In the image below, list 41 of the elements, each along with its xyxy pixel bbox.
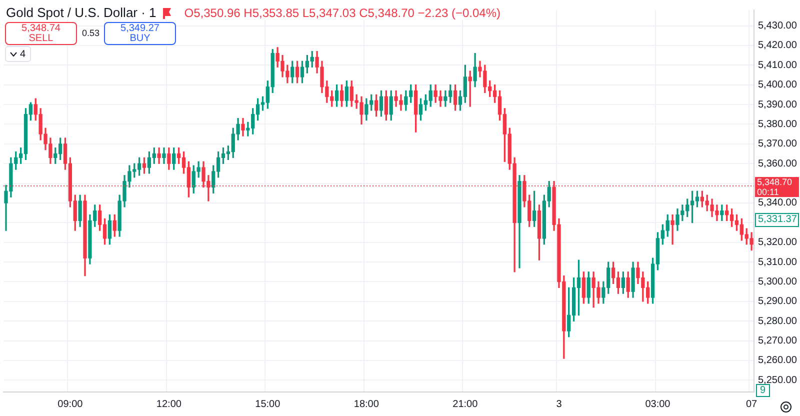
x-tick-label: 21:00 (452, 398, 478, 410)
buy-button[interactable]: 5,349.27 BUY (104, 22, 176, 45)
y-tick-label: 5,310.00 (758, 256, 798, 268)
annotation: 5,349.27 (120, 23, 160, 34)
x-tick-label: 07 (746, 398, 758, 410)
y-tick-label: 5,410.00 (758, 60, 798, 71)
x-tick-label: 12:00 (156, 398, 182, 410)
y-tick-label: 5,340.00 (758, 198, 798, 209)
annotation: 5,348.74 (20, 23, 62, 34)
indicator-toggle[interactable]: 4 (5, 46, 31, 62)
y-tick-label: 5,320.00 (758, 237, 798, 248)
annotation: O5,350.96 H5,353.85 L5,347.03 C5,348.70 −2.23 (−0.04%) (184, 6, 501, 20)
candlestick (670, 214, 674, 245)
ref-line-label: 5,348.70 (757, 176, 794, 187)
y-tick-label: 5,380.00 (758, 118, 798, 130)
y-tick-label: 5,290.00 (758, 296, 798, 308)
text: 00:11 (757, 186, 780, 197)
y-tick-label: 5,260.00 (758, 355, 798, 366)
y-tick-label: 5,420.00 (758, 40, 798, 52)
y-tick-label: 5,390.00 (758, 99, 798, 110)
annotation: SELL (28, 33, 54, 44)
x-tick-label: 18:00 (354, 398, 380, 410)
x-tick-label: 3 (556, 398, 562, 410)
annotation: 4 (20, 48, 26, 60)
y-tick-label: 5,400.00 (758, 80, 798, 91)
y-tick-label: 5,250.00 (758, 374, 798, 386)
annotation: BUY (128, 33, 152, 44)
x-tick-label: 09:00 (58, 398, 84, 410)
sell-button[interactable]: 5,348.74 SELL (5, 22, 77, 45)
y-tick-label: 5,360.00 (758, 158, 798, 170)
y-tick-label: 5,430.00 (758, 20, 798, 32)
annotation: 5,331.37 (755, 212, 799, 227)
x-tick-label: 03:00 (645, 398, 671, 410)
y-tick-label: 5,270.00 (758, 336, 798, 347)
text: 9 (756, 384, 770, 397)
y-tick-label: 5,280.00 (758, 316, 798, 327)
chart-title: Gold Spot / U.S. Dollar · 1 (6, 5, 156, 20)
y-tick-label: 5,300.00 (758, 276, 798, 288)
y-tick-label: 5,370.00 (758, 138, 798, 150)
annotation: 0.53 (82, 28, 100, 38)
x-tick-label: 15:00 (255, 398, 281, 410)
